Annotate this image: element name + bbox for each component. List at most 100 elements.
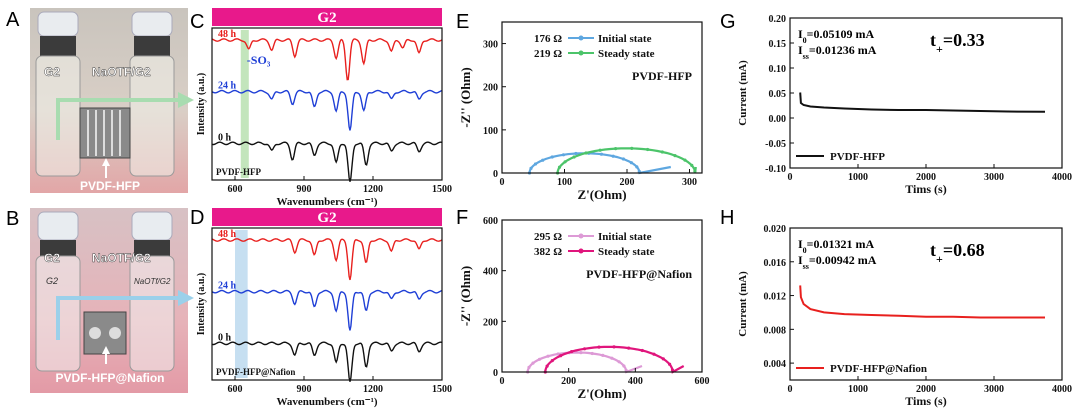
panel-letter-h: H [720, 207, 734, 229]
x-tick-label: 1200 [363, 384, 383, 395]
y-tick-label: 400 [483, 267, 498, 278]
data-point [683, 158, 687, 162]
connector-line-a [56, 98, 178, 140]
x-tick-label: 2000 [916, 384, 936, 395]
vial-cap-right [131, 11, 173, 37]
data-point [545, 364, 549, 368]
data-point [559, 354, 563, 358]
arrow-up-icon [102, 158, 110, 166]
panel-letter-d: D [190, 207, 204, 229]
impedance-arc [544, 345, 685, 374]
chart-title: G2 [317, 10, 336, 26]
y-tick-label: -0.10 [765, 164, 786, 175]
data-point [531, 361, 535, 365]
x-tick-label: 3000 [984, 172, 1004, 183]
x-tick-label: 900 [297, 384, 312, 395]
legend-resistance: 219 Ω [534, 48, 562, 60]
data-point [579, 351, 583, 355]
data-point [630, 146, 634, 150]
arrow-right-icon [178, 92, 194, 108]
legend-marker [578, 50, 584, 56]
data-point [668, 362, 672, 366]
chart-title: G2 [317, 210, 336, 226]
spectrum-line [211, 238, 443, 281]
x-tick-label: 0 [788, 384, 793, 395]
panel-letter-c: C [190, 11, 204, 33]
data-point [635, 165, 639, 169]
y-tick-label: 0 [493, 169, 498, 180]
data-point [693, 169, 697, 173]
series-label: 0 h [218, 332, 232, 343]
label-g2-a: G2 [44, 65, 60, 79]
i0-value: I0=0.01321 mA [798, 237, 875, 255]
handwritten-g2: G2 [46, 276, 58, 286]
series-label: 24 h [218, 281, 237, 292]
arrow-up-icon [102, 346, 110, 354]
corner-label: PVDF-HFP [216, 167, 261, 177]
highlight-band [235, 230, 248, 378]
data-point [541, 158, 545, 162]
plot-frame [211, 27, 443, 181]
y-tick-label: 0 [493, 368, 498, 379]
iss-value: Iss=0.00942 mA [798, 253, 877, 271]
x-tick-label: 1500 [432, 184, 452, 195]
handwritten-naotf: NaOTf/G2 [134, 277, 171, 286]
vial-neck-right [134, 36, 170, 56]
spectrum-line [211, 89, 443, 131]
data-point [574, 151, 578, 156]
x-axis-label: Tims (s) [905, 394, 946, 408]
label-membrane-b: PVDF-HFP@Nafion [55, 371, 164, 385]
x-axis-label: Z'(Ohm) [577, 386, 626, 401]
y-axis-label: -Z'' (Ohm) [458, 67, 473, 127]
y-tick-label: 0.020 [764, 224, 787, 235]
charts-layer: G2 48 h 24 h 0 h 600 900 1200 1500 Wavenumbers (… [196, 8, 1072, 408]
x-tick-label: 1200 [363, 184, 383, 195]
data-point [598, 148, 602, 152]
arrow-right-icon [178, 290, 194, 306]
i0-value: I0=0.05109 mA [798, 27, 875, 45]
x-tick-label: 3000 [984, 384, 1004, 395]
x-tick-label: 400 [628, 376, 643, 387]
corner-label: PVDF-HFP@Nafion [216, 367, 295, 377]
y-axis-label: Current (mA) [737, 271, 749, 337]
x-axis-label: Tims (s) [905, 182, 946, 196]
x-tick-label: 200 [620, 177, 635, 188]
data-point [527, 365, 531, 369]
x-tick-label: 1000 [848, 172, 868, 183]
label-naotf-a: NaOTF/G2 [92, 65, 151, 79]
data-point [599, 152, 604, 156]
data-point [529, 166, 533, 170]
spectrum-line [211, 38, 443, 81]
y-tick-label: 300 [483, 40, 498, 51]
data-point [561, 153, 566, 157]
x-tick-label: 600 [228, 384, 243, 395]
y-tick-label: 0.004 [764, 359, 787, 370]
x-tick-label: 2000 [916, 172, 936, 183]
nyquist-panel-f: 0 200 400 600 0 200 400 600 Z'(Ohm) -Z'' (Ohm) 295… [458, 216, 710, 401]
data-point [622, 364, 626, 368]
data-point [611, 154, 615, 158]
panel-letter-g: G [720, 11, 736, 33]
x-tick-label: 900 [297, 184, 312, 195]
y-tick-label: 0.012 [764, 292, 787, 303]
spectrum-line [211, 341, 443, 382]
y-tick-label: 0.20 [769, 14, 787, 25]
x-tick-label: 100 [557, 177, 572, 188]
legend-marker [578, 35, 584, 41]
title-banner [212, 208, 442, 226]
vial-cap-left [37, 11, 79, 37]
data-point [624, 368, 628, 373]
legend-label: Initial state [598, 33, 652, 45]
plot-frame [211, 227, 443, 381]
y-axis-label: Current (mA) [737, 60, 749, 126]
legend-label: Initial state [598, 231, 652, 243]
vial-neck-left [40, 36, 76, 56]
y-tick-label: 0.008 [764, 325, 787, 336]
data-point [570, 350, 574, 354]
data-point [646, 147, 650, 152]
data-point [597, 345, 601, 349]
legend-marker [578, 248, 584, 254]
plot-frame [789, 17, 1063, 169]
current-line [799, 92, 1046, 113]
